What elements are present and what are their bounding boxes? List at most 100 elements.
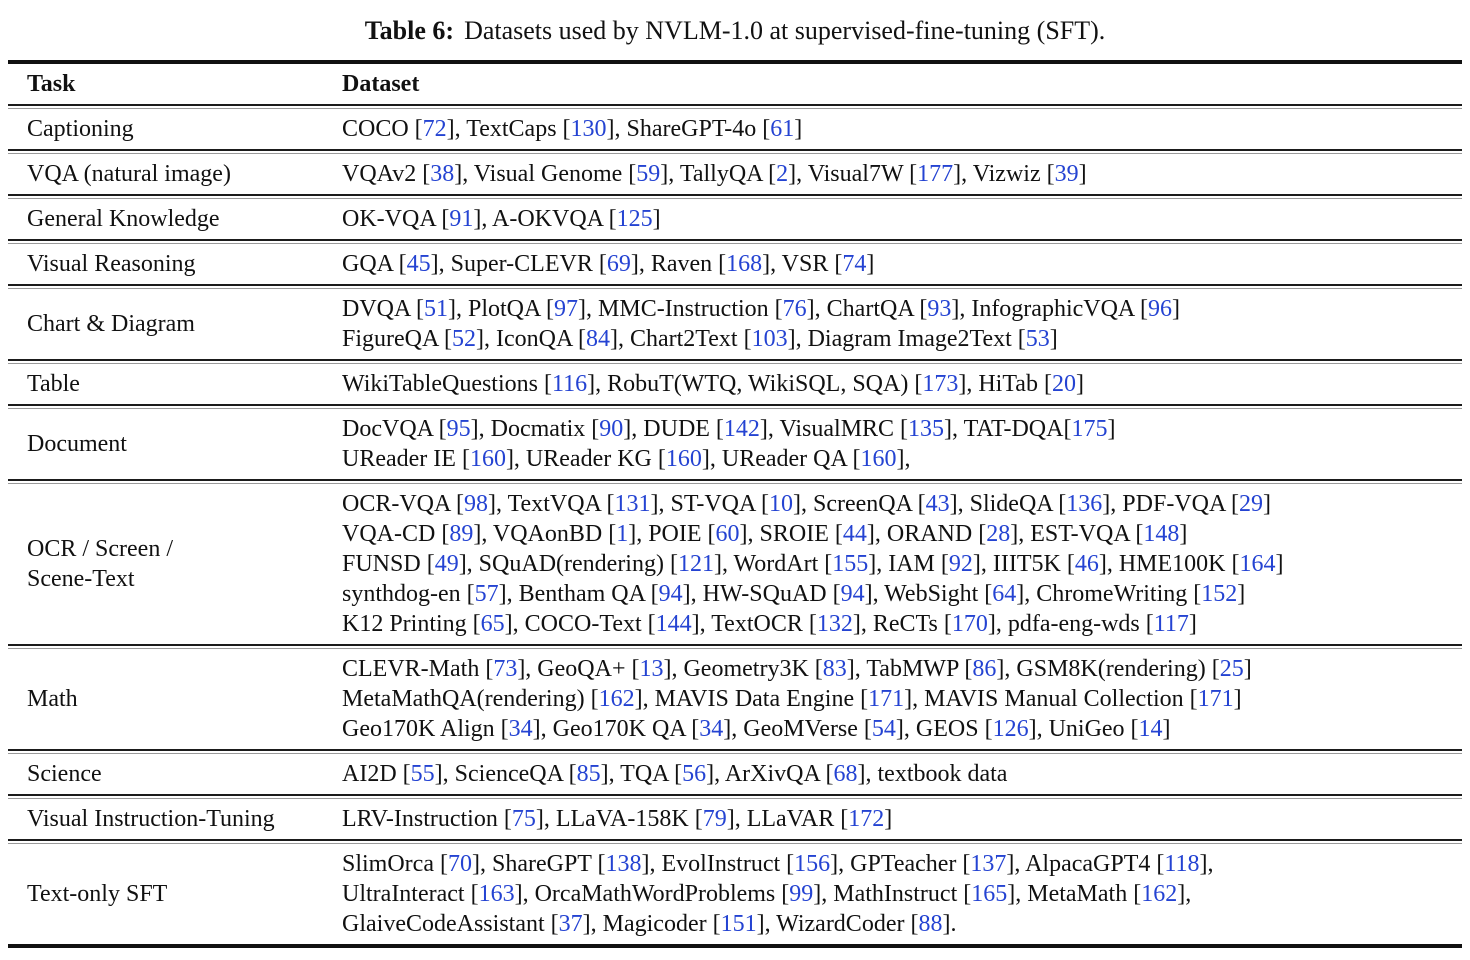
citation-link[interactable]: 84: [585, 326, 610, 352]
citation-link[interactable]: 68: [833, 761, 858, 787]
citation-link[interactable]: 59: [636, 161, 661, 187]
citation-link[interactable]: 152: [1201, 581, 1238, 607]
citation-link[interactable]: 57: [474, 581, 499, 607]
citation-link[interactable]: 89: [449, 521, 474, 547]
citation-link[interactable]: 79: [702, 806, 727, 832]
citation-link[interactable]: 69: [606, 251, 631, 277]
citation-link[interactable]: 92: [948, 551, 973, 577]
citation-link[interactable]: 135: [908, 416, 945, 442]
citation-link[interactable]: 162: [598, 686, 635, 712]
citation-link[interactable]: 136: [1066, 491, 1103, 517]
citation-link[interactable]: 53: [1025, 326, 1050, 352]
citation-link[interactable]: 160: [665, 446, 702, 472]
citation-link[interactable]: 74: [842, 251, 867, 277]
citation-link[interactable]: 130: [570, 116, 607, 142]
citation-link[interactable]: 162: [1141, 881, 1178, 907]
citation-link[interactable]: 64: [992, 581, 1017, 607]
citation-link[interactable]: 160: [469, 446, 506, 472]
citation-link[interactable]: 116: [551, 371, 588, 397]
dataset-line: OK-VQA [91], A-OKVQA [125]: [342, 206, 661, 232]
citation-link[interactable]: 76: [782, 296, 807, 322]
citation-link[interactable]: 55: [410, 761, 435, 787]
citation-link[interactable]: 1: [616, 521, 629, 547]
citation-link[interactable]: 34: [508, 716, 533, 742]
citation-link[interactable]: 173: [922, 371, 959, 397]
citation-link[interactable]: 49: [434, 551, 459, 577]
citation-link[interactable]: 138: [605, 851, 642, 877]
citation-link[interactable]: 168: [726, 251, 763, 277]
citation-link[interactable]: 37: [558, 911, 583, 937]
citation-link[interactable]: 144: [655, 611, 692, 637]
citation-link[interactable]: 91: [449, 206, 474, 232]
citation-link[interactable]: 25: [1219, 656, 1244, 682]
citation-link[interactable]: 172: [848, 806, 885, 832]
citation-link[interactable]: 2: [776, 161, 789, 187]
citation-link[interactable]: 156: [794, 851, 831, 877]
dataset-cell: LRV-Instruction [75], LLaVA-158K [79], L…: [342, 804, 1462, 834]
citation-link[interactable]: 164: [1239, 551, 1276, 577]
citation-link[interactable]: 142: [723, 416, 760, 442]
citation-link[interactable]: 94: [658, 581, 683, 607]
column-header-task: Task: [27, 71, 76, 97]
citation-link[interactable]: 39: [1054, 161, 1079, 187]
citation-link[interactable]: 34: [699, 716, 724, 742]
citation-link[interactable]: 117: [1153, 611, 1189, 637]
citation-link[interactable]: 151: [720, 911, 757, 937]
citation-link[interactable]: 98: [464, 491, 489, 517]
citation-link[interactable]: 93: [927, 296, 952, 322]
dataset-line: COCO [72], TextCaps [130], ShareGPT-4o […: [342, 116, 803, 142]
citation-link[interactable]: 46: [1074, 551, 1099, 577]
citation-link[interactable]: 38: [430, 161, 455, 187]
citation-link[interactable]: 177: [917, 161, 954, 187]
citation-link[interactable]: 171: [1197, 686, 1234, 712]
citation-link[interactable]: 85: [576, 761, 601, 787]
citation-link[interactable]: 44: [842, 521, 867, 547]
citation-link[interactable]: 86: [972, 656, 997, 682]
task-cell: OCR / Screen / Scene-Text: [8, 534, 342, 594]
citation-link[interactable]: 103: [751, 326, 788, 352]
citation-link[interactable]: 90: [599, 416, 624, 442]
citation-link[interactable]: 51: [424, 296, 448, 322]
citation-link[interactable]: 56: [682, 761, 707, 787]
citation-link[interactable]: 83: [822, 656, 847, 682]
citation-link[interactable]: 97: [554, 296, 579, 322]
citation-link[interactable]: 94: [840, 581, 865, 607]
citation-link[interactable]: 125: [616, 206, 653, 232]
citation-link[interactable]: 99: [789, 881, 814, 907]
citation-link[interactable]: 175: [1071, 416, 1108, 442]
citation-link[interactable]: 45: [406, 251, 431, 277]
citation-link[interactable]: 96: [1147, 296, 1172, 322]
citation-link[interactable]: 54: [871, 716, 896, 742]
citation-link[interactable]: 121: [677, 551, 714, 577]
citation-link[interactable]: 28: [986, 521, 1011, 547]
citation-link[interactable]: 20: [1051, 371, 1076, 397]
citation-link[interactable]: 43: [925, 491, 950, 517]
citation-link[interactable]: 75: [511, 806, 536, 832]
citation-link[interactable]: 163: [478, 881, 515, 907]
citation-link[interactable]: 137: [970, 851, 1007, 877]
citation-link[interactable]: 73: [493, 656, 518, 682]
citation-link[interactable]: 118: [1164, 851, 1200, 877]
citation-link[interactable]: 155: [832, 551, 869, 577]
citation-link[interactable]: 14: [1138, 716, 1163, 742]
citation-link[interactable]: 52: [452, 326, 476, 352]
citation-link[interactable]: 29: [1238, 491, 1263, 517]
citation-link[interactable]: 171: [868, 686, 905, 712]
citation-link[interactable]: 88: [918, 911, 943, 937]
citation-link[interactable]: 72: [422, 116, 447, 142]
citation-link[interactable]: 65: [480, 611, 505, 637]
citation-link[interactable]: 70: [447, 851, 472, 877]
citation-link[interactable]: 132: [816, 611, 853, 637]
citation-link[interactable]: 95: [446, 416, 471, 442]
citation-link[interactable]: 160: [860, 446, 897, 472]
citation-link[interactable]: 61: [770, 116, 795, 142]
citation-link[interactable]: 170: [951, 611, 988, 637]
citation-link[interactable]: 126: [992, 716, 1029, 742]
citation-link[interactable]: 131: [614, 491, 651, 517]
citation-link[interactable]: 165: [971, 881, 1008, 907]
citation-link[interactable]: 60: [715, 521, 740, 547]
citation-link[interactable]: 148: [1143, 521, 1180, 547]
citation-link[interactable]: 13: [639, 656, 664, 682]
citation-link[interactable]: 10: [769, 491, 793, 517]
